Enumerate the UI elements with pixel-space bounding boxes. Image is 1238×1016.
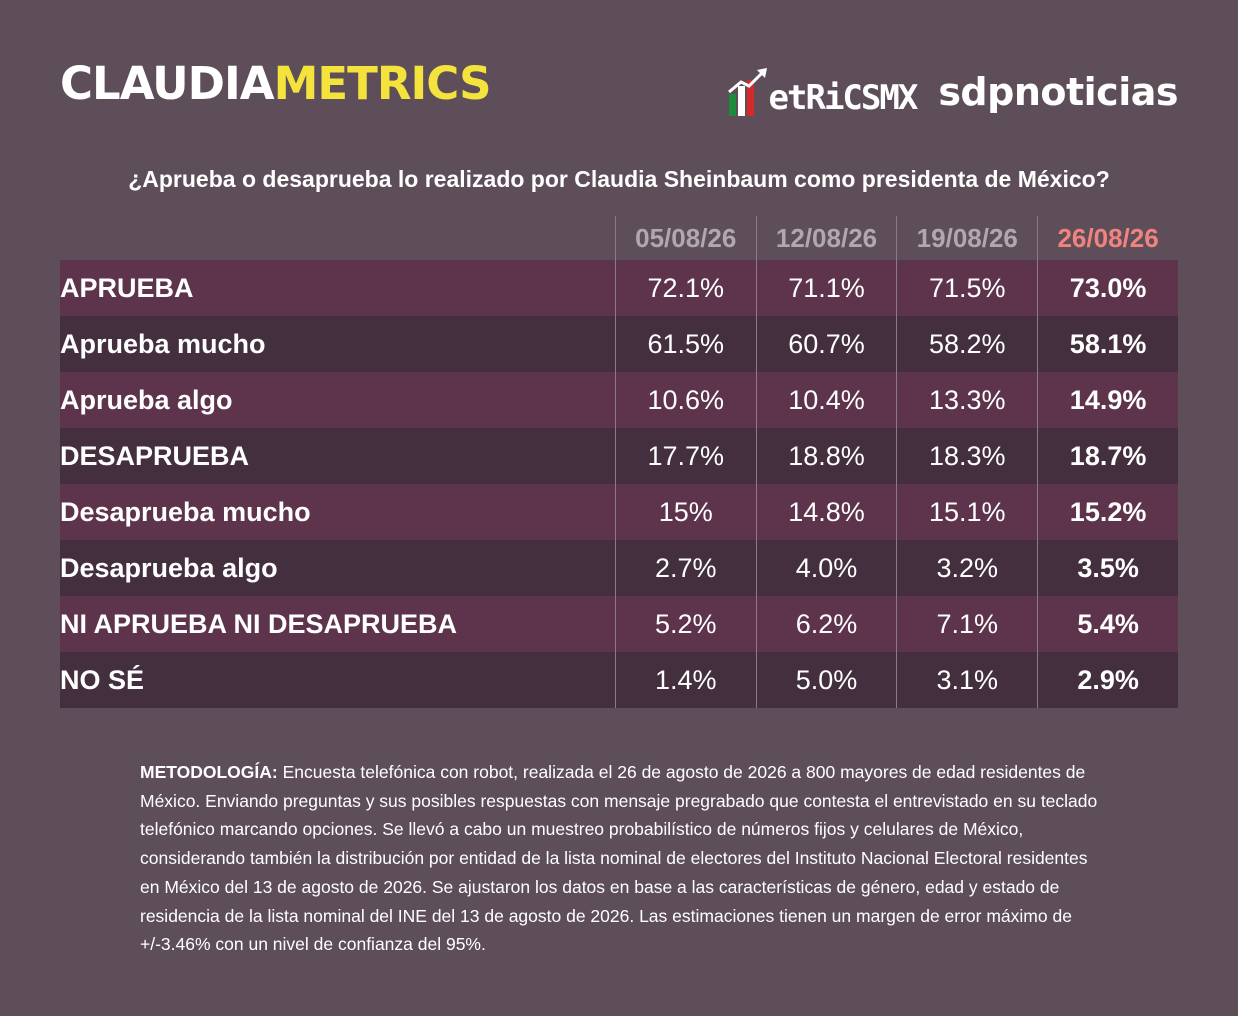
cell-value: 61.5%: [614, 316, 757, 372]
cell-value: 18.8%: [755, 428, 897, 484]
metricsmx-chart-icon: [727, 68, 767, 116]
cell-value-latest: 5.4%: [1037, 596, 1178, 652]
cell-value: 72.1%: [614, 260, 757, 316]
row-label: NO SÉ: [60, 664, 145, 695]
cell-value: 7.1%: [896, 596, 1038, 652]
header: CLAUDIAMETRICS etRiCSMX sdpnoticias: [0, 0, 1238, 140]
cell-value: 6.2%: [755, 596, 897, 652]
row-label: DESAPRUEBA: [60, 440, 250, 471]
cell-value-latest: 2.9%: [1037, 652, 1178, 708]
cell-value: 5.0%: [755, 652, 897, 708]
row-label: Aprueba mucho: [60, 328, 266, 359]
cell-value: 3.2%: [896, 540, 1038, 596]
metricsmx-wordmark: etRiCSMX: [768, 78, 919, 118]
metricsmx-logo: etRiCSMX: [727, 66, 919, 118]
table-row: Aprueba algo 10.6% 10.4% 13.3% 14.9%: [60, 372, 1178, 428]
cell-value: 17.7%: [614, 428, 757, 484]
header-spacer: [60, 216, 615, 260]
cell-value: 60.7%: [755, 316, 897, 372]
cell-value: 4.0%: [755, 540, 897, 596]
date-header: 12/08/26: [755, 216, 897, 260]
methodology-note: METODOLOGÍA: Encuesta telefónica con rob…: [140, 758, 1105, 959]
methodology-title: METODOLOGÍA:: [140, 762, 278, 782]
row-label: Aprueba algo: [60, 384, 233, 415]
cell-value-latest: 73.0%: [1037, 260, 1178, 316]
brand-part2: METRICS: [273, 57, 492, 110]
cell-value: 10.6%: [614, 372, 757, 428]
cell-value: 58.2%: [896, 316, 1038, 372]
table-row: DESAPRUEBA 17.7% 18.8% 18.3% 18.7%: [60, 428, 1178, 484]
cell-value-latest: 14.9%: [1037, 372, 1178, 428]
methodology-text: Encuesta telefónica con robot, realizada…: [140, 762, 1098, 955]
approval-table: 05/08/26 12/08/26 19/08/26 26/08/26 APRU…: [60, 216, 1178, 708]
date-header-latest: 26/08/26: [1037, 216, 1178, 260]
cell-value: 5.2%: [614, 596, 757, 652]
row-label: APRUEBA: [60, 272, 194, 303]
table-row: Aprueba mucho 61.5% 60.7% 58.2% 58.1%: [60, 316, 1178, 372]
row-label: Desaprueba algo: [60, 552, 278, 583]
date-header-row: 05/08/26 12/08/26 19/08/26 26/08/26: [60, 216, 1178, 260]
cell-value: 1.4%: [614, 652, 757, 708]
claudiametrics-logo: CLAUDIAMETRICS: [60, 58, 491, 110]
cell-value: 2.7%: [614, 540, 757, 596]
cell-value: 18.3%: [896, 428, 1038, 484]
cell-value: 15%: [614, 484, 757, 540]
survey-question: ¿Aprueba o desaprueba lo realizado por C…: [128, 166, 1110, 192]
date-header: 19/08/26: [896, 216, 1038, 260]
table-row: Desaprueba mucho 15% 14.8% 15.1% 15.2%: [60, 484, 1178, 540]
table-row: NI APRUEBA NI DESAPRUEBA 5.2% 6.2% 7.1% …: [60, 596, 1178, 652]
row-label: NI APRUEBA NI DESAPRUEBA: [60, 608, 458, 639]
partner-logos: etRiCSMX sdpnoticias: [727, 64, 1178, 120]
sdpnoticias-logo: sdpnoticias: [938, 70, 1178, 114]
cell-value: 10.4%: [755, 372, 897, 428]
table-row: Desaprueba algo 2.7% 4.0% 3.2% 3.5%: [60, 540, 1178, 596]
table-row: NO SÉ 1.4% 5.0% 3.1% 2.9%: [60, 652, 1178, 708]
cell-value: 71.5%: [896, 260, 1038, 316]
row-label: Desaprueba mucho: [60, 496, 311, 527]
cell-value-latest: 15.2%: [1037, 484, 1178, 540]
cell-value-latest: 3.5%: [1037, 540, 1178, 596]
brand-part1: CLAUDIA: [60, 57, 275, 110]
cell-value-latest: 58.1%: [1037, 316, 1178, 372]
cell-value: 13.3%: [896, 372, 1038, 428]
cell-value: 3.1%: [896, 652, 1038, 708]
cell-value-latest: 18.7%: [1037, 428, 1178, 484]
cell-value: 15.1%: [896, 484, 1038, 540]
cell-value: 71.1%: [755, 260, 897, 316]
cell-value: 14.8%: [755, 484, 897, 540]
date-header: 05/08/26: [614, 216, 757, 260]
table-row: APRUEBA 72.1% 71.1% 71.5% 73.0%: [60, 260, 1178, 316]
